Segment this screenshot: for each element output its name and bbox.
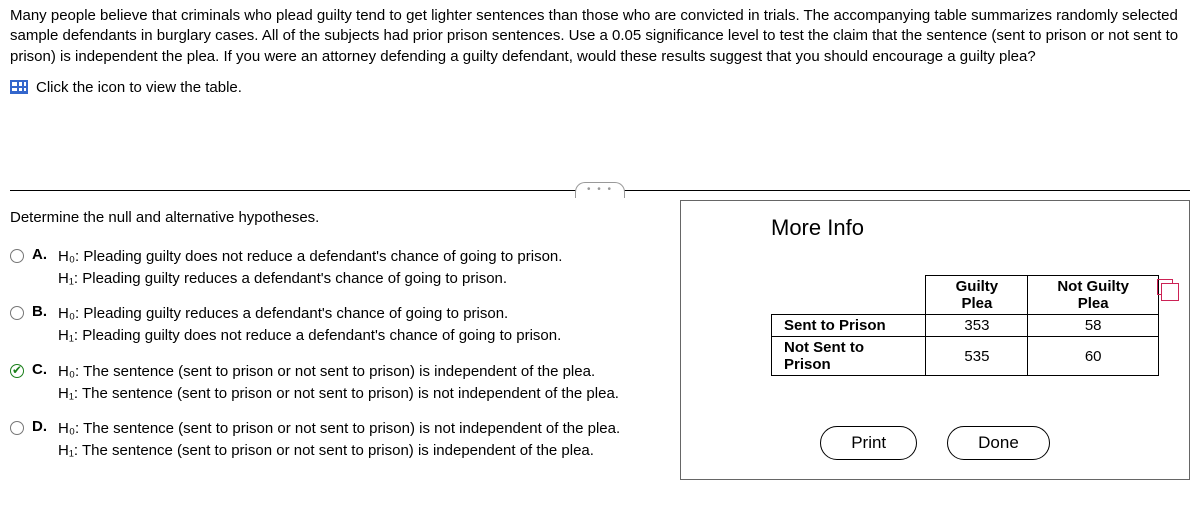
table-row: Not Sent to Prison 535 60 [772,337,1159,376]
choice-d-h1: H₁: The sentence (sent to prison or not … [58,440,620,462]
choice-label-d: D. [32,418,52,435]
problem-statement: Many people believe that criminals who p… [0,0,1200,71]
choice-c-h0: H₀: The sentence (sent to prison or not … [58,361,619,383]
row-label-sent: Sent to Prison [772,315,926,337]
modal-title: More Info [681,201,1189,255]
section-handle[interactable]: • • • [575,182,625,198]
row-label-notsent: Not Sent to Prison [772,337,926,376]
radio-d[interactable] [10,421,24,435]
table-row: Sent to Prison 353 58 [772,315,1159,337]
copy-icon[interactable] [1157,279,1173,295]
choice-b-h1: H₁: Pleading guilty does not reduce a de… [58,325,561,347]
choice-c-h1: H₁: The sentence (sent to prison or not … [58,383,619,405]
cell-r1c1: 60 [1028,337,1159,376]
table-corner [772,276,926,315]
radio-c-selected[interactable] [10,364,24,378]
cell-r0c0: 353 [926,315,1028,337]
radio-b[interactable] [10,306,24,320]
table-grid-icon [10,80,28,94]
cell-r0c1: 58 [1028,315,1159,337]
print-button[interactable]: Print [820,426,917,460]
question-prompt: Determine the null and alternative hypot… [10,209,650,226]
choice-label-b: B. [32,303,52,320]
view-table-label: Click the icon to view the table. [36,79,242,96]
data-table: Guilty Plea Not Guilty Plea Sent to Pris… [771,275,1159,376]
radio-a[interactable] [10,249,24,263]
choice-d[interactable]: D. H₀: The sentence (sent to prison or n… [10,418,650,462]
choice-b[interactable]: B. H₀: Pleading guilty reduces a defenda… [10,303,650,347]
choice-a[interactable]: A. H₀: Pleading guilty does not reduce a… [10,246,650,290]
choice-a-h1: H₁: Pleading guilty reduces a defendant'… [58,268,562,290]
view-table-link[interactable]: Click the icon to view the table. [0,71,1200,100]
cell-r1c0: 535 [926,337,1028,376]
done-button[interactable]: Done [947,426,1050,460]
col-header-guilty: Guilty Plea [926,276,1028,315]
col-header-not-guilty: Not Guilty Plea [1028,276,1159,315]
choice-c[interactable]: C. H₀: The sentence (sent to prison or n… [10,361,650,405]
choice-label-a: A. [32,246,52,263]
more-info-modal: More Info Guilty Plea Not Guilty Plea Se… [680,200,1190,480]
choice-label-c: C. [32,361,52,378]
choice-a-h0: H₀: Pleading guilty does not reduce a de… [58,246,562,268]
choice-d-h0: H₀: The sentence (sent to prison or not … [58,418,620,440]
choice-b-h0: H₀: Pleading guilty reduces a defendant'… [58,303,561,325]
